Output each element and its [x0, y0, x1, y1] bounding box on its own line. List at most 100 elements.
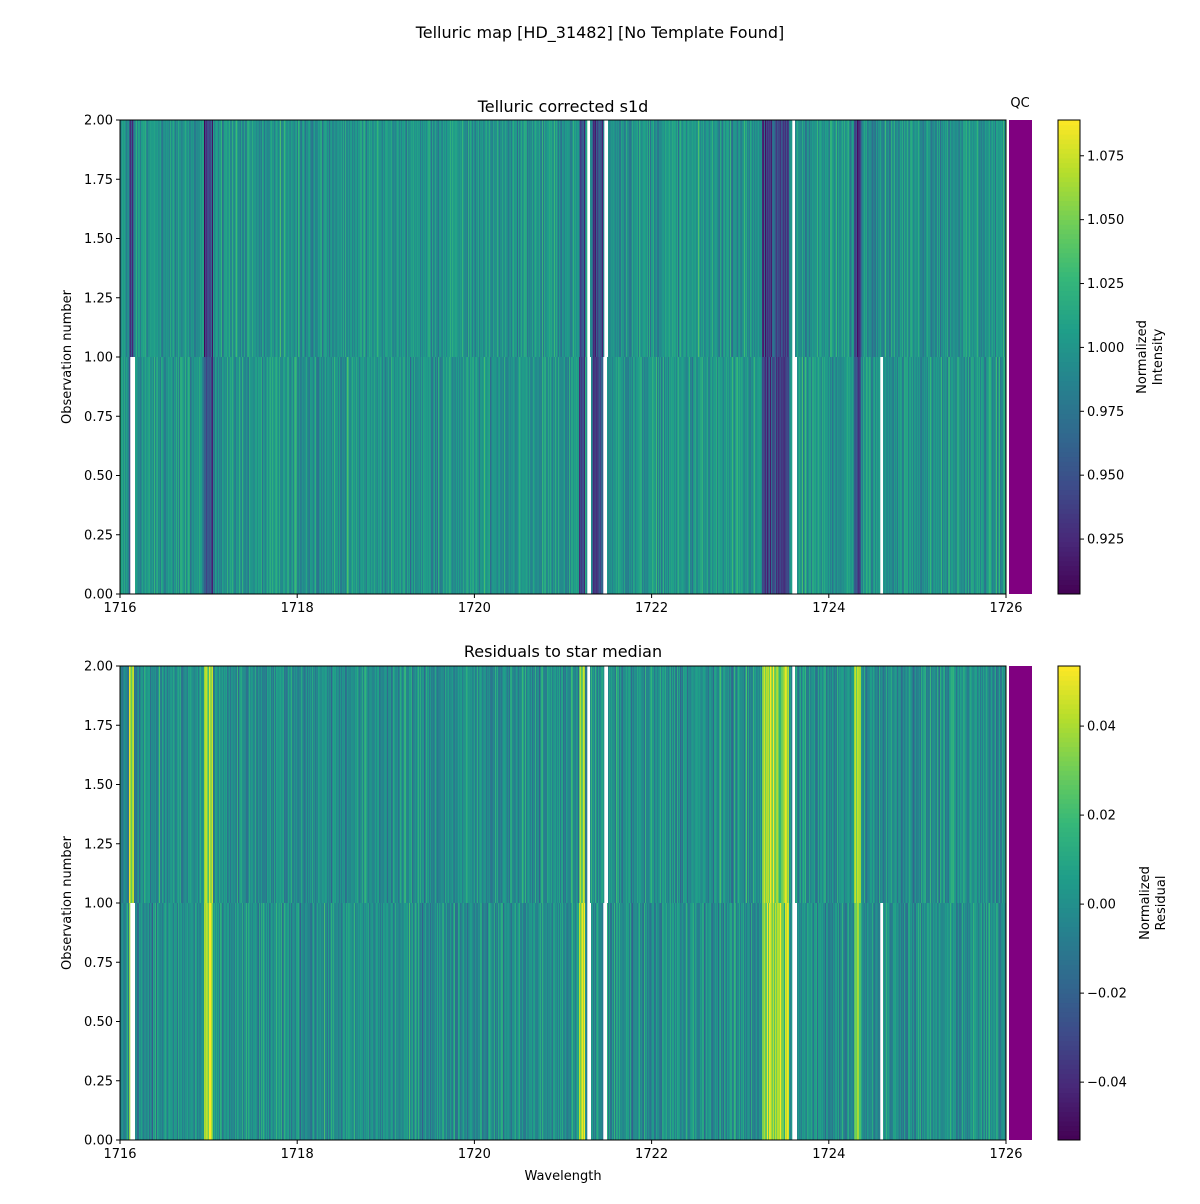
heatmap-cell — [150, 357, 152, 594]
heatmap-cell — [474, 666, 476, 903]
heatmap-cell — [192, 903, 194, 1140]
heatmap-cell — [471, 357, 473, 594]
heatmap-cell — [672, 120, 674, 357]
heatmap-cell — [868, 357, 870, 594]
heatmap-cell — [996, 666, 998, 903]
heatmap-cell — [412, 120, 414, 357]
heatmap-cell — [698, 903, 700, 1140]
heatmap-cell — [755, 666, 757, 903]
heatmap-cell — [734, 666, 736, 903]
heatmap-cell — [135, 666, 137, 903]
heatmap-cell — [686, 357, 688, 594]
heatmap-cell — [168, 666, 170, 903]
heatmap-cell — [798, 903, 800, 1140]
heatmap-cell — [623, 666, 625, 903]
heatmap-cell — [1001, 903, 1003, 1140]
heatmap-cell — [740, 903, 742, 1140]
heatmap-cell — [337, 357, 339, 594]
heatmap-cell — [489, 903, 491, 1140]
heatmap-cell — [284, 357, 286, 594]
heatmap-cell — [653, 357, 655, 594]
heatmap-cell — [753, 666, 755, 903]
heatmap-cell — [363, 357, 365, 594]
heatmap-cell — [417, 666, 419, 903]
heatmap-cell — [447, 120, 449, 357]
heatmap-cell — [279, 357, 281, 594]
colorbar-segment — [1058, 1116, 1080, 1122]
heatmap-cell — [735, 666, 737, 903]
heatmap-cell — [158, 120, 160, 357]
heatmap-cell — [183, 120, 185, 357]
colorbar-segment — [1058, 974, 1080, 980]
heatmap-cell — [905, 666, 907, 903]
heatmap-cell — [570, 120, 572, 357]
heatmap-cell — [485, 903, 487, 1140]
heatmap-cell — [163, 903, 165, 1140]
heatmap-cell — [474, 357, 476, 594]
heatmap-cell — [296, 666, 298, 903]
heatmap-cell — [297, 120, 299, 357]
heatmap-cell — [569, 666, 571, 903]
heatmap-cell — [916, 903, 918, 1140]
heatmap-cell — [543, 903, 545, 1140]
heatmap-cell — [625, 666, 627, 903]
heatmap-cell — [362, 120, 364, 357]
heatmap-cell — [937, 903, 939, 1140]
heatmap-cell — [911, 666, 913, 903]
heatmap-cell — [212, 666, 214, 903]
heatmap-cell — [345, 903, 347, 1140]
heatmap-cell — [763, 666, 765, 903]
heatmap-cell — [195, 120, 197, 357]
heatmap-cell — [526, 666, 528, 903]
heatmap-cell — [743, 120, 745, 357]
heatmap-cell — [847, 903, 849, 1140]
heatmap-cell — [612, 903, 614, 1140]
colorbar-segment — [1058, 680, 1080, 686]
heatmap-cell — [641, 120, 643, 357]
heatmap-cell — [319, 120, 321, 357]
heatmap-cell — [758, 903, 760, 1140]
heatmap-cell — [223, 120, 225, 357]
heatmap-cell — [337, 120, 339, 357]
heatmap-cell — [815, 357, 817, 594]
heatmap-cell — [645, 666, 647, 903]
heatmap-cell — [142, 120, 144, 357]
heatmap-cell — [349, 120, 351, 357]
heatmap-cell — [708, 357, 710, 594]
heatmap-cell — [1004, 666, 1006, 903]
heatmap-cell — [275, 120, 277, 357]
heatmap-cell — [257, 120, 259, 357]
heatmap-cell — [142, 357, 144, 594]
heatmap-cell — [520, 903, 522, 1140]
heatmap-cell — [356, 357, 358, 594]
heatmap-cell — [388, 120, 390, 357]
heatmap-cell — [393, 120, 395, 357]
heatmap-cell — [633, 903, 635, 1140]
heatmap-cell — [951, 120, 953, 357]
heatmap-cell — [665, 666, 667, 903]
heatmap-cell — [908, 903, 910, 1140]
heatmap-cell — [344, 903, 346, 1140]
heatmap-cell — [691, 357, 693, 594]
heatmap-cell — [823, 666, 825, 903]
x-tick-label: 1716 — [103, 601, 136, 616]
heatmap-cell — [578, 903, 580, 1140]
heatmap-cell — [396, 120, 398, 357]
heatmap-cell — [222, 120, 224, 357]
heatmap-cell — [781, 666, 783, 903]
heatmap-cell — [636, 357, 638, 594]
heatmap-cell — [832, 666, 834, 903]
heatmap-cell — [528, 903, 530, 1140]
heatmap-cell — [322, 903, 324, 1140]
heatmap-cell — [495, 903, 497, 1140]
heatmap-cell — [268, 357, 270, 594]
heatmap-cell — [1002, 666, 1004, 903]
heatmap-cell — [961, 120, 963, 357]
heatmap-cell — [572, 903, 574, 1140]
heatmap-cell — [867, 666, 869, 903]
heatmap-cell — [906, 120, 908, 357]
heatmap-cell — [826, 903, 828, 1140]
heatmap-cell — [329, 903, 331, 1140]
heatmap-cell — [764, 357, 766, 594]
heatmap-cell — [511, 666, 513, 903]
